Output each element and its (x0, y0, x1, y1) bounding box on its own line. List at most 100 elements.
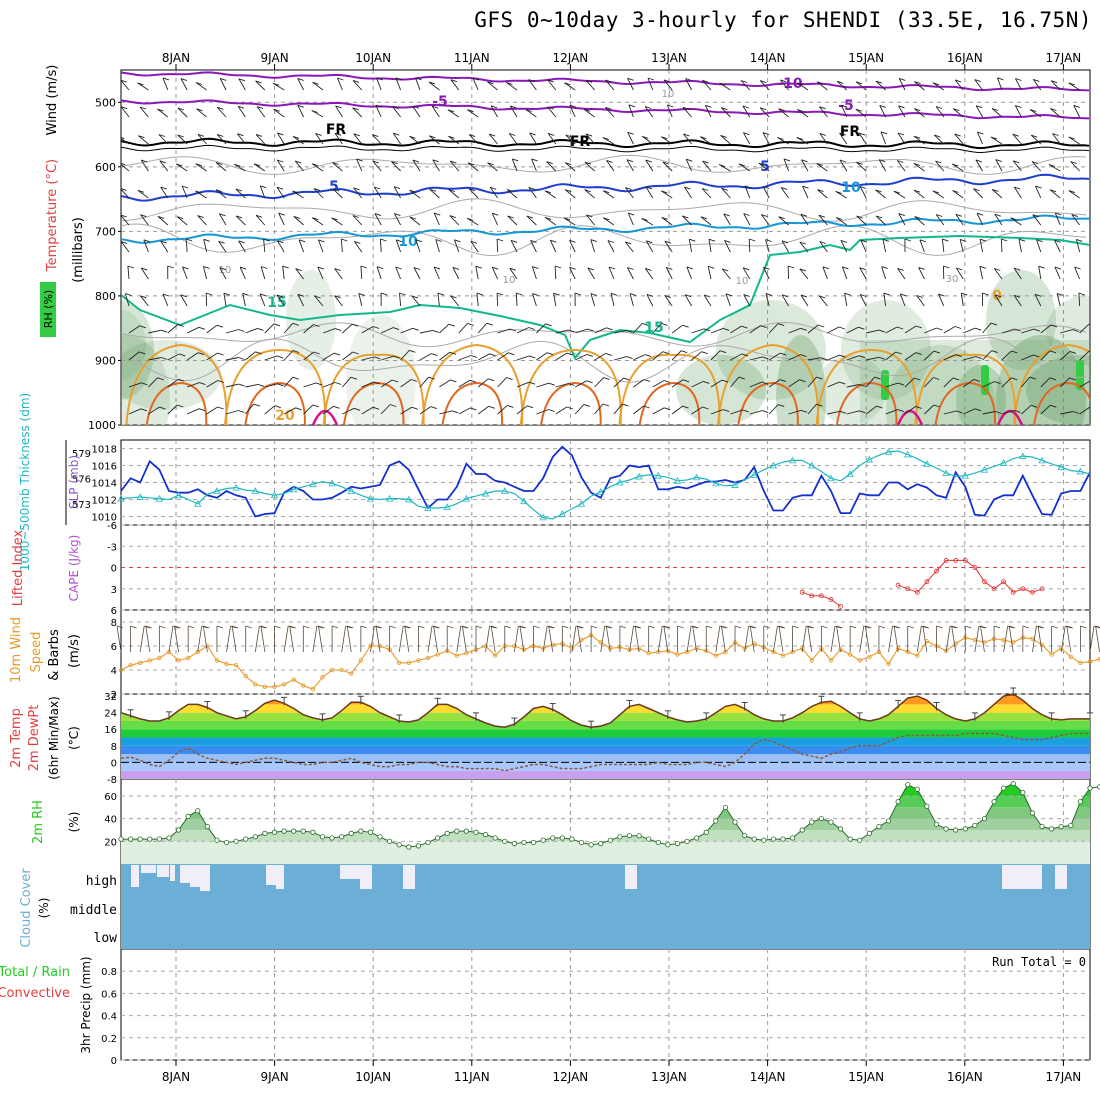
wind-barb-flag (682, 215, 689, 219)
wind-barb-flag (721, 187, 728, 191)
isotherm-freezing (121, 137, 1090, 150)
wind-barb-flag (312, 163, 319, 167)
wind-barb-flag (952, 377, 960, 381)
wind-barb (1049, 189, 1061, 199)
wind-barb (356, 158, 363, 172)
isotherm-10 (121, 214, 1090, 244)
wind10-marker (214, 658, 220, 663)
wind-barb (761, 214, 770, 226)
wind-barb-flag (282, 265, 289, 269)
wind10-barb (513, 625, 519, 653)
wind-barb (312, 217, 324, 226)
wind-barb (898, 78, 906, 91)
wind-barb (297, 78, 305, 91)
lifted-index-marker (895, 582, 901, 588)
wind10-barb-flag (460, 625, 467, 629)
wind-barb-flag (991, 108, 999, 111)
wind-barb-flag (992, 188, 999, 192)
wind-barb-flag (800, 354, 807, 358)
wind10-barb-flag (404, 625, 411, 629)
rh2m-marker (722, 804, 729, 810)
wind-barb (395, 266, 402, 280)
wind-barb-flag (177, 324, 184, 327)
wind-barb (488, 133, 498, 145)
wind-barb (127, 265, 130, 280)
wind-barb (379, 238, 382, 253)
wind-barb-flag (743, 132, 750, 136)
wind-barb (437, 293, 440, 307)
wind-barb (530, 240, 537, 253)
wind-barb-flag (816, 376, 823, 380)
wind-barb-flag (627, 77, 634, 81)
isotherm-20 (717, 343, 820, 425)
wind10-barb (226, 625, 231, 653)
wind10-barb-flag (159, 625, 166, 629)
wind-barb-flag (705, 104, 712, 108)
wind10-barb-flag (734, 625, 742, 629)
panel-frame-upper (120, 69, 1091, 426)
wind-barb-flag (450, 160, 457, 164)
wind-barb (866, 356, 879, 361)
wind-barb-flag (449, 351, 457, 355)
wind-barb (702, 80, 712, 91)
wind10-barb-flag (648, 625, 655, 629)
wind-barb (510, 240, 518, 253)
rh-band (121, 807, 1090, 819)
wind-barb (952, 190, 964, 199)
wind-barb-flag (994, 268, 1001, 271)
wind-barb-flag (721, 379, 729, 383)
wind10-barb (577, 625, 582, 653)
wind-barb-flag (197, 215, 204, 219)
wind-barb (661, 136, 673, 145)
wind-barb-flag (162, 77, 170, 81)
wind10-barb (404, 625, 410, 653)
thickness-marker (174, 491, 183, 499)
wind-barb-flag (274, 405, 281, 409)
wind-barb (273, 108, 285, 118)
rh2m-marker (905, 782, 911, 788)
wind-barb (1059, 377, 1070, 388)
wind-barb (415, 239, 421, 253)
wind-barb (787, 265, 790, 280)
wind-barb-flag (237, 105, 245, 109)
cloud-cover-gap (1055, 865, 1067, 889)
lifted-index-marker (799, 589, 805, 595)
wind-barb-flag (625, 241, 632, 245)
wind-barb (855, 108, 867, 118)
wind-barb (759, 80, 770, 91)
rh2m-marker (252, 834, 258, 840)
wind-barb-flag (507, 404, 514, 408)
wind-barb-flag (532, 266, 539, 270)
wind10-barb (139, 625, 145, 653)
thickness-marker (194, 499, 202, 507)
wind-barb-flag (510, 239, 518, 243)
wind10-barb-flag (777, 625, 784, 629)
rh2m-marker (943, 826, 949, 832)
wind-barb (710, 350, 721, 361)
temp-band (121, 762, 1090, 771)
wind-barb-flag (395, 77, 403, 81)
wind-barb (322, 382, 336, 388)
wind-barb-flag (509, 133, 516, 136)
wind-barb-flag (605, 352, 612, 356)
rh-shading (121, 335, 170, 425)
cloud-cover-gap (625, 865, 637, 889)
wind-barb (605, 107, 615, 118)
wind-barb (225, 410, 239, 415)
wind-barb (197, 215, 207, 226)
wind-barb (428, 81, 440, 91)
wind-barb-flag (140, 295, 147, 299)
wind-barb (162, 293, 169, 307)
wind-barb (1056, 293, 1061, 307)
wind10-barb-flag (980, 625, 987, 629)
wind-barb (807, 324, 819, 334)
wind-barb (235, 188, 246, 199)
wind-barb-flag (298, 239, 306, 243)
wind-barb-flag (933, 404, 940, 408)
wind-barb-flag (121, 106, 128, 110)
rh2m-marker (118, 836, 124, 842)
rh-contour-label: 10 (662, 89, 675, 100)
wind-barb-flag (880, 131, 888, 135)
wind-barb (1036, 239, 1042, 253)
wind-barb (710, 409, 724, 415)
